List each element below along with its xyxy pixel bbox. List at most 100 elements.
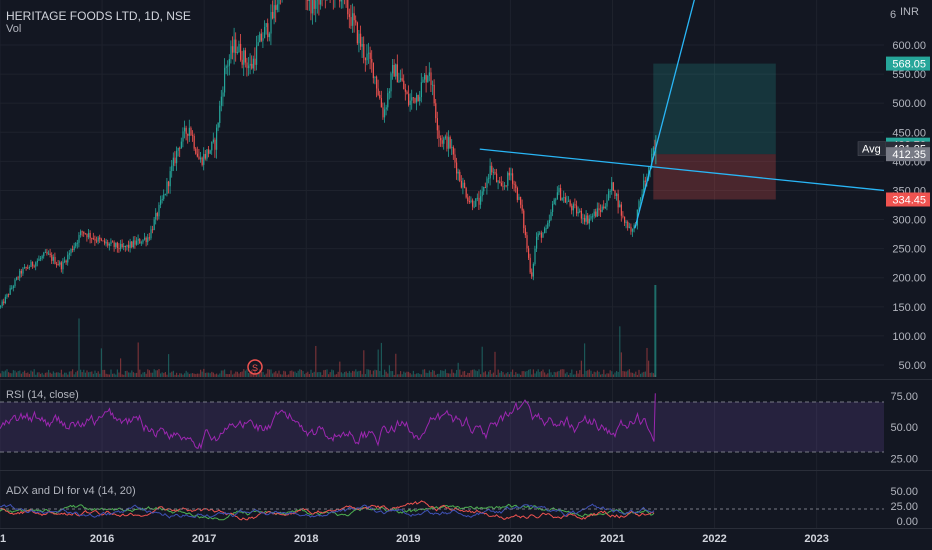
candle-body (500, 182, 502, 186)
volume-bar (3, 371, 5, 377)
volume-bar (448, 373, 450, 377)
candle-body (483, 187, 485, 192)
price-tick-label: 600.00 (892, 40, 926, 52)
candle-body (94, 238, 96, 241)
volume-bar (440, 370, 442, 377)
volume-bar (35, 374, 37, 377)
volume-bar (412, 370, 414, 377)
volume-bar (209, 373, 211, 377)
candle-body (152, 229, 154, 231)
volume-bar (27, 372, 29, 377)
candle-body (571, 205, 573, 211)
volume-bar (360, 370, 362, 377)
candle-body (491, 165, 493, 173)
candle-body (452, 147, 454, 155)
time-tick-label: 2021 (600, 533, 624, 545)
candle-body (12, 286, 14, 288)
volume-bar (520, 374, 522, 377)
candle-body (473, 206, 475, 208)
volume-bar (601, 373, 603, 377)
volume-bar (416, 373, 418, 377)
candle-body (624, 216, 626, 223)
candle-body (641, 194, 643, 198)
volume-bar (628, 369, 630, 377)
volume-bar (89, 371, 91, 377)
volume-bar (369, 370, 371, 377)
volume-bar (185, 370, 187, 377)
candle-body (582, 218, 584, 219)
candle-body (115, 242, 117, 247)
candle-body (214, 139, 216, 150)
volume-bar (267, 369, 269, 377)
candle-body (396, 64, 398, 83)
volume-bar (238, 373, 240, 377)
volume-bar (348, 371, 350, 377)
volume-bar (262, 372, 264, 377)
volume-bar (590, 370, 592, 377)
volume-bar (297, 370, 299, 377)
candle-body (411, 97, 413, 101)
volume-bar (192, 373, 194, 377)
candle-body (592, 215, 594, 217)
candle-body (153, 219, 155, 230)
volume-bar (163, 373, 165, 377)
volume-bar (313, 371, 315, 377)
candle-body (184, 127, 186, 132)
volume-bar (324, 369, 326, 377)
volume-bar (376, 370, 378, 377)
candle-body (387, 93, 389, 108)
candle-body (121, 243, 123, 248)
volume-bar (468, 372, 470, 377)
candle-body (211, 141, 213, 151)
volume-bar (38, 372, 40, 377)
candle-body (6, 294, 8, 297)
candle-body (259, 33, 261, 43)
profit-zone (653, 63, 776, 155)
volume-bar (544, 372, 546, 377)
candle-body (116, 242, 118, 249)
volume-bar (174, 374, 176, 377)
candle-body (539, 232, 541, 234)
volume-bar (116, 369, 118, 377)
candle-body (169, 171, 171, 187)
candle-body (89, 232, 91, 239)
candle-body (56, 263, 58, 265)
time-tick-label: 2023 (804, 533, 828, 545)
candle-body (470, 200, 472, 203)
candle-body (3, 301, 5, 304)
candle-body (630, 226, 632, 232)
volume-bar (20, 373, 22, 377)
volume-bar (580, 360, 582, 377)
volume-bar (14, 370, 16, 377)
candle-body (395, 64, 397, 77)
candle-body (476, 197, 478, 199)
volume-bar (48, 369, 50, 377)
candle-body (424, 74, 426, 80)
candle-body (68, 253, 70, 255)
volume-bar (200, 369, 202, 377)
candle-body (251, 63, 253, 69)
candle-body (260, 33, 262, 41)
candle-body (372, 62, 374, 79)
candle-body (174, 157, 176, 164)
volume-bar (220, 370, 222, 377)
volume-bar (609, 370, 611, 377)
candle-body (494, 172, 496, 174)
volume-bar (278, 370, 280, 377)
volume-bar (216, 373, 218, 377)
candle-body (460, 180, 462, 188)
volume-bar (356, 371, 358, 377)
volume-bar (140, 374, 142, 377)
candle-body (584, 218, 586, 222)
candle-body (158, 204, 160, 217)
volume-bar (206, 372, 208, 377)
volume-bar (243, 369, 245, 377)
candle-body (147, 237, 149, 243)
candle-body (16, 277, 18, 280)
candle-body (92, 238, 94, 240)
volume-bar (97, 371, 99, 377)
candle-body (406, 91, 408, 94)
volume-bar (81, 372, 83, 377)
volume-bar (315, 345, 317, 377)
